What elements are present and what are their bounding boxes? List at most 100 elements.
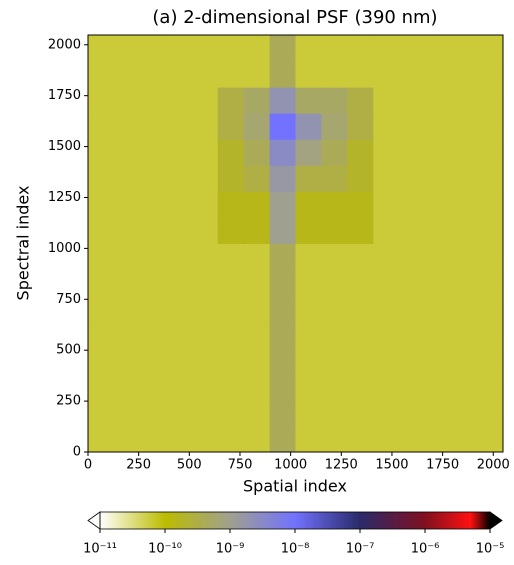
heatmap-cell xyxy=(451,373,478,401)
heatmap-cell xyxy=(477,165,504,192)
heatmap-cell xyxy=(399,243,426,271)
heatmap-cell xyxy=(88,165,115,192)
heatmap-cell xyxy=(477,61,504,88)
heatmap-cell xyxy=(451,139,478,166)
heatmap-cell xyxy=(347,139,374,166)
heatmap-cell xyxy=(425,217,452,244)
heatmap-cell xyxy=(165,269,193,297)
heatmap-cell xyxy=(347,373,374,401)
heatmap-cell xyxy=(191,165,219,192)
heatmap-cell xyxy=(399,165,426,192)
heatmap-cell xyxy=(451,243,478,271)
heatmap-cell xyxy=(217,139,245,166)
plot-frame xyxy=(87,34,504,453)
heatmap-cell xyxy=(269,243,296,271)
heatmap-cell xyxy=(425,113,452,140)
y-axis-label: Spectral index xyxy=(14,186,33,301)
heatmap-cell xyxy=(295,191,322,218)
heatmap-cell xyxy=(165,87,193,114)
heatmap-cell xyxy=(191,113,219,140)
heatmap-cell xyxy=(191,425,219,453)
heatmap-cell xyxy=(347,269,374,297)
heatmap-cell xyxy=(88,373,115,401)
heatmap-cell xyxy=(139,295,167,323)
heatmap-cell xyxy=(321,139,348,166)
heatmap-cell xyxy=(217,425,245,453)
heatmap-cell xyxy=(113,139,141,166)
heatmap-cell xyxy=(373,399,400,427)
heatmap-cell xyxy=(165,399,193,427)
heatmap-cell xyxy=(321,191,348,218)
heatmap-cell xyxy=(165,139,193,166)
heatmap-cell xyxy=(373,191,400,218)
heatmap-cell xyxy=(321,35,348,62)
heatmap-cell xyxy=(399,191,426,218)
y-tick-label: 1000 xyxy=(48,241,81,256)
heatmap-cell xyxy=(321,399,348,427)
x-tick-label: 500 xyxy=(177,458,202,473)
heatmap-cell xyxy=(399,295,426,323)
heatmap-cell xyxy=(113,399,141,427)
heatmap-cell xyxy=(295,347,322,375)
heatmap-cell xyxy=(477,35,504,62)
heatmap-cell xyxy=(243,165,271,192)
heatmap-cell xyxy=(425,269,452,297)
heatmap-cell xyxy=(347,113,374,140)
heatmap-cell xyxy=(321,269,348,297)
heatmap-cell xyxy=(165,321,193,349)
heatmap-cell xyxy=(139,87,167,114)
heatmap-cell xyxy=(347,191,374,218)
heatmap-cell xyxy=(321,87,348,114)
heatmap-cell xyxy=(88,35,115,62)
heatmap-cell xyxy=(399,347,426,375)
heatmap-cell xyxy=(373,373,400,401)
heatmap-cell xyxy=(217,217,245,244)
heatmap-cell xyxy=(191,243,219,271)
heatmap-cell xyxy=(191,295,219,323)
heatmap-cell xyxy=(295,165,322,192)
heatmap-cell xyxy=(347,295,374,323)
heatmap-cell xyxy=(88,269,115,297)
heatmap-cell xyxy=(217,35,245,62)
heatmap-cell xyxy=(165,61,193,88)
colorbar-tick-label: 10⁻¹⁰ xyxy=(148,542,182,557)
heatmap-cell xyxy=(217,165,245,192)
heatmap-cell xyxy=(373,113,400,140)
colorbar-tick-label: 10⁻⁸ xyxy=(281,542,310,557)
heatmap-cell xyxy=(373,295,400,323)
heatmap-cell xyxy=(425,139,452,166)
heatmap-cell xyxy=(321,425,348,453)
heatmap-cell xyxy=(243,347,271,375)
heatmap-cell xyxy=(425,373,452,401)
heatmap-cell xyxy=(347,165,374,192)
heatmap-cell xyxy=(113,191,141,218)
heatmap-cell xyxy=(269,61,296,88)
heatmap-cell xyxy=(113,87,141,114)
heatmap-cell xyxy=(243,87,271,114)
heatmap-cell xyxy=(139,243,167,271)
heatmap-cell xyxy=(269,113,296,140)
heatmap-cell xyxy=(451,321,478,349)
heatmap-cell xyxy=(399,61,426,88)
heatmap-cell xyxy=(425,35,452,62)
heatmap-cell xyxy=(113,373,141,401)
heatmap-cell xyxy=(477,139,504,166)
heatmap-cell xyxy=(269,217,296,244)
chart-title: (a) 2-dimensional PSF (390 nm) xyxy=(152,7,437,28)
heatmap-cell xyxy=(321,321,348,349)
heatmap-cell xyxy=(295,295,322,323)
heatmap-cell xyxy=(269,139,296,166)
heatmap-cell xyxy=(113,243,141,271)
heatmap-cell xyxy=(347,425,374,453)
heatmap-cell xyxy=(321,347,348,375)
heatmap-cell xyxy=(217,321,245,349)
heatmap-cell xyxy=(165,113,193,140)
heatmap-cell xyxy=(165,295,193,323)
heatmap-cell xyxy=(399,35,426,62)
heatmap-cell xyxy=(88,347,115,375)
heatmap-cell xyxy=(451,295,478,323)
heatmap-cell xyxy=(321,217,348,244)
heatmap-cell xyxy=(88,191,115,218)
heatmap-cell xyxy=(269,165,296,192)
heatmap-cell xyxy=(88,243,115,271)
